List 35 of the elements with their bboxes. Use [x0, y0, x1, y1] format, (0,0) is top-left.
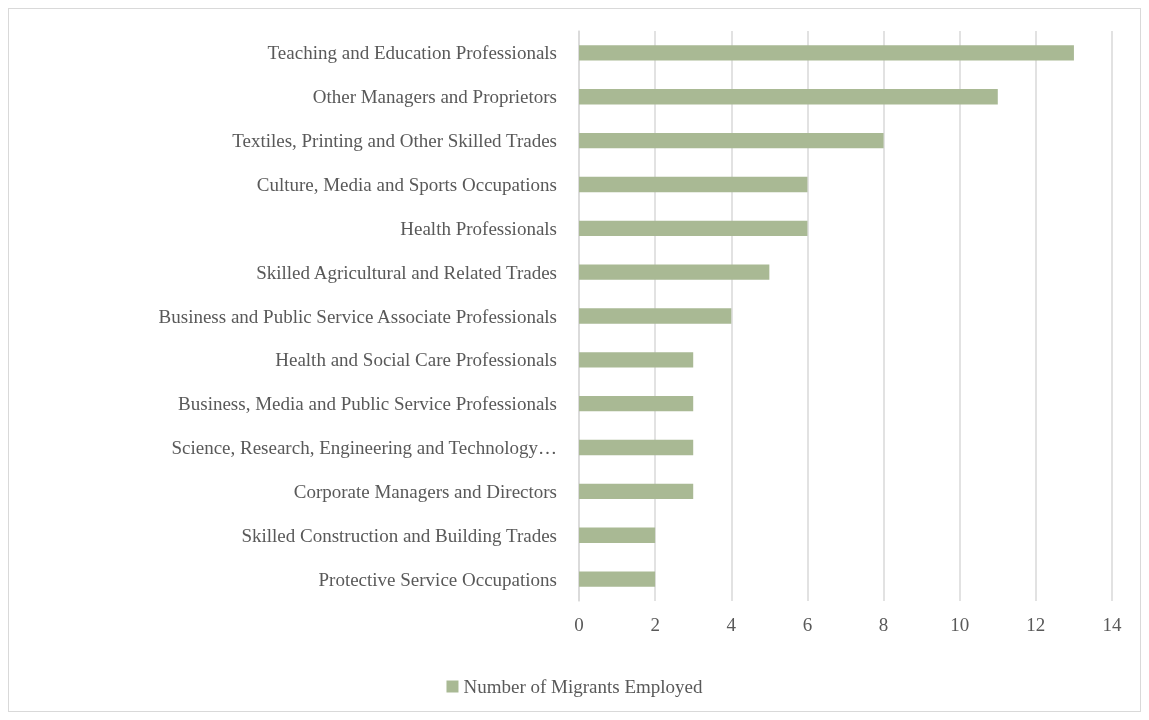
x-tick-label: 6 — [802, 614, 813, 635]
x-tick-label: 14 — [1102, 614, 1122, 635]
x-tick-label: 4 — [726, 614, 737, 635]
bar — [579, 527, 656, 543]
bar — [579, 45, 1074, 61]
x-tick-label: 2 — [650, 614, 660, 635]
y-tick-label: Teaching and Education Professionals — [267, 42, 557, 64]
y-tick-label: Health and Social Care Professionals — [275, 349, 557, 371]
y-tick-label: Culture, Media and Sports Occupations — [256, 173, 557, 195]
bar — [579, 439, 694, 456]
y-tick-label: Other Managers and Proprietors — [312, 86, 557, 108]
y-tick-label: Health Professionals — [400, 217, 557, 239]
y-tick-label: Skilled Agricultural and Related Trades — [256, 261, 557, 283]
bar — [579, 176, 808, 193]
bar — [579, 396, 694, 412]
bar — [579, 483, 694, 500]
y-tick-label: Protective Service Occupations — [318, 568, 557, 590]
bar — [579, 308, 732, 324]
x-tick-label: 8 — [878, 614, 889, 635]
bar — [579, 89, 998, 105]
x-tick-label: 0 — [574, 614, 584, 635]
bar — [579, 571, 656, 587]
bar — [579, 264, 770, 280]
y-tick-label: Skilled Construction and Building Trades — [241, 524, 557, 546]
y-tick-label: Textiles, Printing and Other Skilled Trades — [232, 130, 557, 152]
y-tick-label: Corporate Managers and Directors — [293, 480, 557, 502]
y-tick-label: Business and Public Service Associate Professionals — [158, 305, 557, 327]
x-tick-label: 12 — [1026, 614, 1046, 635]
bar — [579, 220, 808, 236]
bar — [579, 352, 694, 368]
y-tick-label: Business, Media and Public Service Professionals — [178, 393, 557, 415]
x-tick-label: 10 — [950, 614, 970, 635]
legend-label: Number of Migrants Employed — [463, 676, 704, 697]
bar — [579, 132, 884, 149]
y-tick-label: Science, Research, Engineering and Technology… — [171, 437, 557, 459]
